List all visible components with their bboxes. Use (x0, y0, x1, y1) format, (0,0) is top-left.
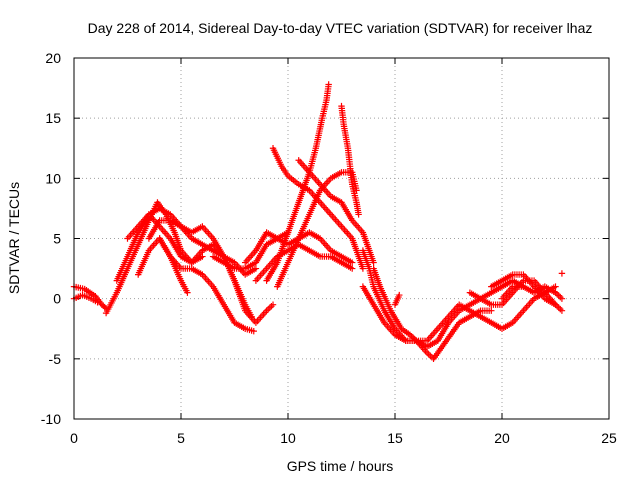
data-point (325, 81, 332, 88)
series-track-7 (145, 217, 277, 326)
data-point (269, 301, 277, 308)
data-point (250, 327, 257, 335)
data-point (359, 265, 367, 272)
x-tick-label: 15 (387, 430, 403, 446)
data-point (252, 265, 260, 272)
series-track-15 (295, 157, 377, 266)
y-tick-labels: -10 -5 0 5 10 15 20 (41, 50, 61, 427)
y-tick-label: 10 (45, 170, 61, 186)
series-track-18 (359, 283, 495, 363)
data-marks (70, 81, 566, 363)
x-tick-label: 0 (70, 430, 78, 446)
series-track-14 (269, 145, 367, 272)
series-track-17 (359, 247, 527, 350)
data-point (94, 299, 101, 306)
x-tick-label: 20 (494, 430, 510, 446)
data-point (349, 259, 356, 266)
series-track-23 (498, 283, 566, 302)
series-track-8 (156, 235, 257, 335)
y-tick-label: 15 (45, 110, 61, 126)
x-tick-label: 10 (280, 430, 296, 446)
x-tick-label: 25 (601, 430, 617, 446)
x-axis-label: GPS time / hours (287, 458, 394, 474)
data-point (184, 289, 191, 296)
series-track-19 (370, 265, 559, 344)
series-track-10 (242, 229, 356, 266)
y-tick-label: -10 (41, 411, 61, 427)
data-point (370, 259, 377, 266)
data-point (355, 211, 362, 218)
chart-title: Day 228 of 2014, Sidereal Day-to-day VTE… (88, 20, 593, 36)
data-point (558, 307, 566, 314)
y-tick-label: 20 (45, 50, 61, 66)
data-point (349, 265, 356, 272)
plot-frame (73, 57, 610, 420)
data-point (558, 270, 566, 277)
data-point (552, 283, 559, 290)
data-point (488, 307, 495, 314)
series-track-22 (488, 271, 559, 308)
series-track-24 (558, 270, 566, 277)
x-tick-label: 5 (177, 430, 185, 446)
y-tick-label: 0 (53, 291, 61, 307)
series-track-20 (391, 291, 403, 308)
x-tick-labels: 0 5 10 15 20 25 (70, 430, 617, 446)
y-tick-label: -5 (49, 351, 62, 367)
data-point (558, 295, 566, 302)
series-track-13 (263, 81, 332, 284)
y-tick-label: 5 (53, 231, 61, 247)
series-track-16 (338, 102, 362, 218)
y-axis-label: SDTVAR / TECUs (6, 182, 22, 294)
data-point (396, 291, 403, 299)
series-track-1 (70, 283, 110, 312)
data-point (552, 301, 559, 308)
